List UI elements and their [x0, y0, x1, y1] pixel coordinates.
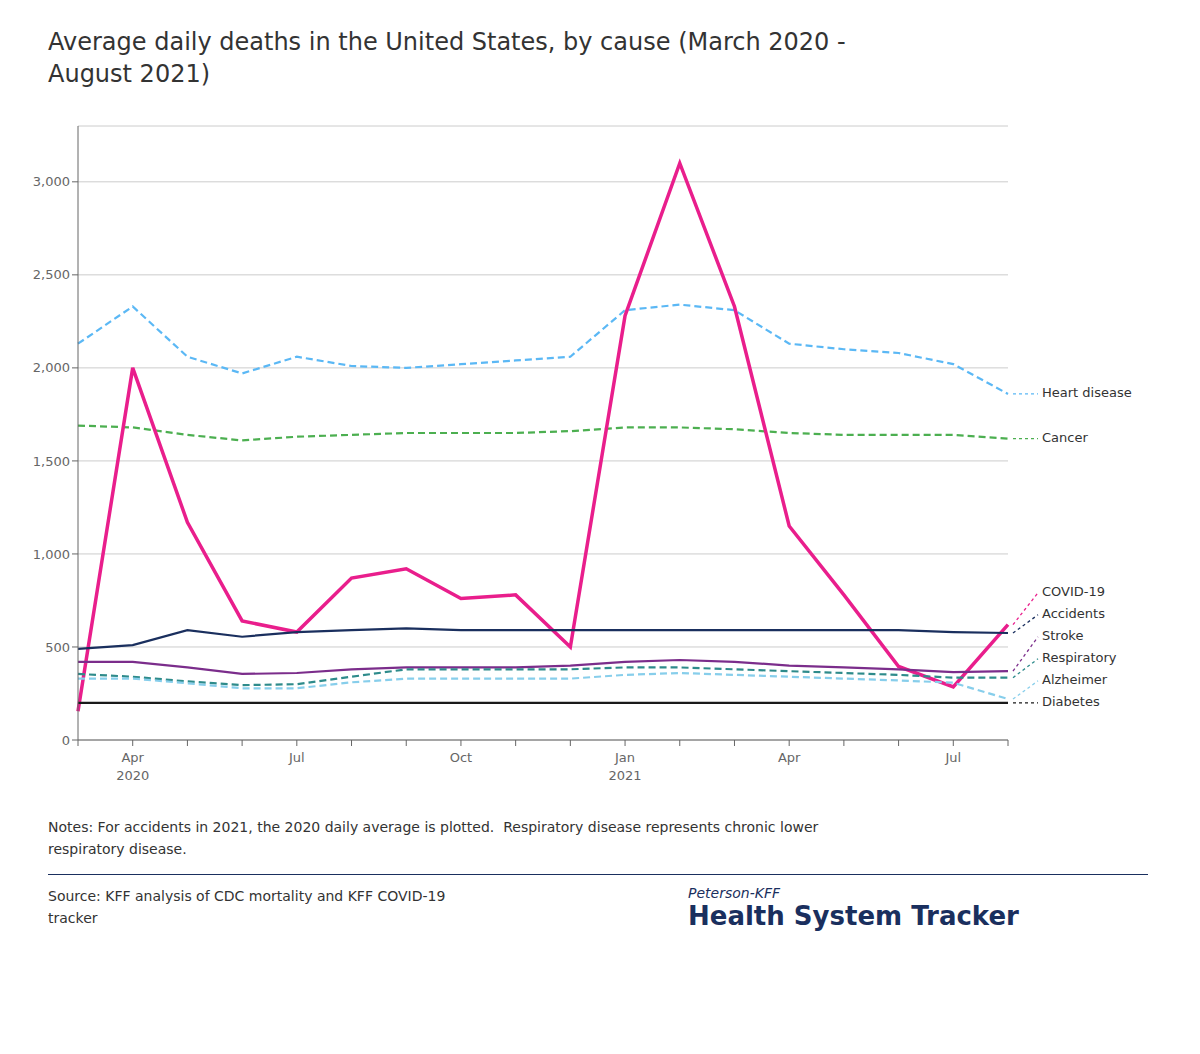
html-text:Notes: For accidents in 2021,: Notes: For accidents in 2021, the 2020 d…	[48, 819, 819, 857]
svg-text:COVID-19: COVID-19	[1042, 584, 1105, 599]
svg-text:Accidents: Accidents	[1042, 606, 1105, 621]
svg-text:2,000: 2,000	[33, 360, 70, 375]
svg-text:2,500: 2,500	[33, 267, 70, 282]
html-text:Peterson-KFF: Peterson-KFF	[688, 885, 780, 901]
svg-text:Heart disease: Heart disease	[1042, 385, 1132, 400]
svg-text:Apr2020: Apr2020	[116, 750, 149, 783]
svg-text:Jul: Jul	[288, 750, 305, 765]
svg-text:Jan2021: Jan2021	[609, 750, 642, 783]
svg-text:Stroke: Stroke	[1042, 628, 1083, 643]
svg-text:1,500: 1,500	[33, 454, 70, 469]
html-text:Source: KFF analysis of CDC mo: Source: KFF analysis of CDC mortality an…	[48, 888, 446, 926]
svg-text:3,000: 3,000	[33, 174, 70, 189]
svg-text:0: 0	[62, 733, 70, 748]
html-text:Health System Tracker: Health System Tracker	[688, 901, 1019, 931]
html-text:August 2021): August 2021)	[48, 60, 211, 88]
svg-text:1,000: 1,000	[33, 547, 70, 562]
svg-text:Oct: Oct	[450, 750, 472, 765]
svg-text:500: 500	[45, 640, 70, 655]
svg-text:Alzheimer: Alzheimer	[1042, 672, 1108, 687]
svg-text:Cancer: Cancer	[1042, 430, 1088, 445]
html-text:Average daily deaths in the Un: Average daily deaths in the United State…	[48, 28, 846, 56]
svg-text:Jul: Jul	[944, 750, 961, 765]
svg-text:Apr: Apr	[778, 750, 801, 765]
svg-text:Diabetes: Diabetes	[1042, 694, 1100, 709]
svg-text:Respiratory: Respiratory	[1042, 650, 1117, 665]
